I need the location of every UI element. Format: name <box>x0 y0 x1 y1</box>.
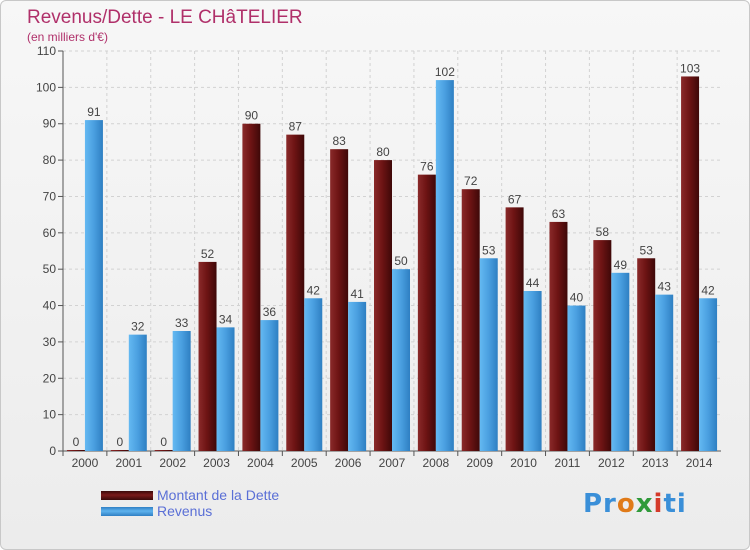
bar-debt <box>198 261 217 451</box>
value-label-revenue: 49 <box>614 258 628 272</box>
x-tick-label: 2009 <box>466 456 493 470</box>
y-tick-label: 90 <box>43 117 57 131</box>
bar-revenue <box>348 301 367 451</box>
y-tick-label: 0 <box>49 444 56 458</box>
value-label-revenue: 42 <box>701 283 715 297</box>
x-tick-label: 2001 <box>115 456 142 470</box>
value-label-revenue: 53 <box>482 243 496 257</box>
value-label-revenue: 44 <box>526 276 540 290</box>
y-tick-label: 30 <box>43 335 57 349</box>
bar-debt <box>417 174 436 452</box>
bar-revenue <box>392 269 410 451</box>
x-tick-label: 2008 <box>423 456 450 470</box>
value-label-debt: 53 <box>640 243 654 257</box>
value-label-debt: 58 <box>596 225 610 239</box>
value-label-debt: 103 <box>680 61 700 75</box>
legend-label-revenue: Revenus <box>157 503 213 519</box>
bar-debt <box>637 258 656 451</box>
bar-debt <box>330 149 349 451</box>
y-tick-label: 70 <box>43 189 57 203</box>
bar-revenue <box>435 80 454 451</box>
bar-debt <box>242 123 261 452</box>
bar-debt <box>154 450 173 451</box>
bar-debt <box>593 240 612 451</box>
value-label-revenue: 42 <box>307 283 321 297</box>
bar-debt <box>374 160 392 451</box>
value-label-debt: 90 <box>245 109 259 123</box>
value-label-debt: 87 <box>289 120 303 134</box>
bar-debt <box>681 76 700 452</box>
x-tick-label: 2007 <box>379 456 406 470</box>
bar-revenue <box>304 298 323 451</box>
bar-debt <box>286 134 305 452</box>
bar-revenue <box>216 327 235 451</box>
bar-debt <box>110 450 129 451</box>
y-tick-label: 100 <box>36 80 56 94</box>
bar-revenue <box>260 320 279 451</box>
value-label-debt: 76 <box>420 160 434 174</box>
legend-swatch-debt <box>101 490 153 500</box>
value-label-revenue: 40 <box>570 291 584 305</box>
value-label-debt: 83 <box>332 134 346 148</box>
y-tick-label: 110 <box>37 44 56 58</box>
x-tick-label: 2004 <box>247 456 274 470</box>
x-tick-label: 2003 <box>203 456 230 470</box>
value-label-debt: 0 <box>116 435 123 449</box>
value-label-debt: 63 <box>552 207 566 221</box>
value-label-revenue: 50 <box>394 254 408 268</box>
x-tick-label: 2012 <box>598 456 625 470</box>
y-tick-label: 50 <box>43 262 57 276</box>
value-label-revenue: 33 <box>175 316 189 330</box>
y-tick-label: 80 <box>43 153 57 167</box>
legend-item-debt: Montant de la Dette <box>101 487 279 503</box>
x-tick-label: 2000 <box>72 456 99 470</box>
value-label-revenue: 34 <box>219 312 233 326</box>
value-label-revenue: 36 <box>263 305 277 319</box>
y-tick-label: 60 <box>43 226 57 240</box>
x-tick-label: 2014 <box>686 456 713 470</box>
bar-revenue <box>172 331 191 451</box>
bar-revenue <box>655 294 674 451</box>
y-tick-label: 10 <box>43 408 57 422</box>
chart-subtitle: (en milliers d'€) <box>27 30 108 44</box>
value-label-revenue: 102 <box>435 65 455 79</box>
chart-title: Revenus/Dette - LE CHâTELIER <box>27 7 303 28</box>
bar-debt <box>66 450 85 451</box>
value-label-revenue: 32 <box>131 320 145 334</box>
legend: Montant de la Dette Revenus <box>101 487 279 519</box>
x-tick-label: 2002 <box>159 456 186 470</box>
bar-revenue <box>84 120 103 451</box>
value-label-debt: 0 <box>160 435 167 449</box>
y-tick-label: 20 <box>43 371 57 385</box>
bar-revenue <box>567 305 586 451</box>
value-label-debt: 72 <box>464 174 478 188</box>
bar-revenue <box>611 272 630 451</box>
value-label-debt: 0 <box>73 435 80 449</box>
value-label-revenue: 91 <box>87 105 101 119</box>
bar-debt <box>549 221 568 451</box>
bar-revenue <box>699 298 718 451</box>
bar-revenue <box>128 334 147 451</box>
bar-debt <box>505 207 524 451</box>
bar-revenue <box>523 291 542 451</box>
legend-swatch-revenue <box>101 506 153 516</box>
value-label-revenue: 41 <box>350 287 364 301</box>
proxiti-logo: Proxiti <box>583 489 687 519</box>
bar-debt <box>461 189 480 451</box>
x-tick-label: 2013 <box>642 456 669 470</box>
x-tick-label: 2011 <box>555 456 581 470</box>
y-tick-label: 40 <box>43 299 57 313</box>
x-tick-label: 2010 <box>510 456 537 470</box>
value-label-debt: 52 <box>201 247 215 261</box>
value-label-debt: 67 <box>508 192 522 206</box>
value-label-revenue: 43 <box>658 280 672 294</box>
bar-revenue <box>479 258 498 451</box>
legend-label-debt: Montant de la Dette <box>157 487 280 503</box>
x-tick-label: 2005 <box>291 456 318 470</box>
legend-item-revenue: Revenus <box>101 503 279 519</box>
x-tick-label: 2006 <box>335 456 362 470</box>
value-label-debt: 80 <box>376 145 390 159</box>
